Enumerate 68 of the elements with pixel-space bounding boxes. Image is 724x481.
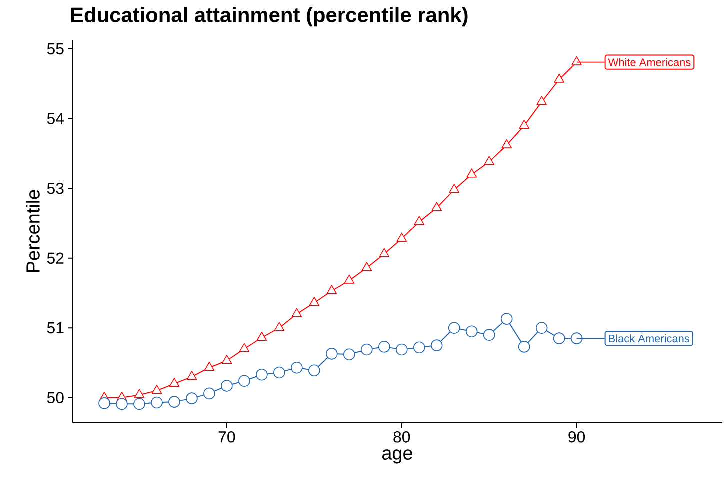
point	[396, 344, 408, 356]
point	[221, 380, 233, 392]
point	[326, 285, 338, 294]
point	[554, 74, 564, 83]
point	[483, 329, 496, 341]
point	[274, 322, 285, 332]
x-tick-label: 80	[394, 432, 410, 443]
point	[309, 297, 320, 306]
point	[308, 364, 320, 377]
x-axis-title: age	[382, 450, 412, 464]
y-tick-label: 54	[47, 113, 64, 124]
point	[466, 168, 478, 178]
point	[536, 96, 547, 106]
point	[256, 368, 268, 381]
point	[396, 232, 408, 242]
point	[134, 398, 146, 410]
point	[502, 139, 512, 148]
point	[432, 202, 442, 212]
y-tick-label: 50	[47, 392, 64, 404]
point	[98, 398, 110, 410]
point	[553, 332, 566, 344]
point	[168, 396, 180, 408]
point	[519, 120, 530, 129]
point	[134, 389, 145, 398]
point	[430, 340, 443, 352]
y-tick-label: 55	[47, 43, 64, 55]
point	[344, 274, 355, 284]
point	[413, 342, 426, 354]
y-tick-label: 52	[47, 252, 64, 264]
point	[326, 348, 338, 360]
legend-label: Black Americans	[609, 334, 690, 343]
y-tick-label: 53	[47, 182, 64, 194]
point	[239, 343, 250, 352]
point	[572, 56, 582, 66]
x-tick-label: 90	[568, 432, 586, 443]
point	[518, 341, 530, 353]
point	[186, 371, 198, 380]
point	[222, 355, 232, 364]
point	[484, 156, 495, 166]
point	[360, 344, 373, 356]
legend-label: White Americans	[608, 58, 691, 66]
point	[570, 332, 583, 344]
point	[362, 262, 372, 272]
point	[151, 396, 163, 409]
point	[116, 398, 128, 410]
point	[466, 326, 478, 338]
point	[378, 341, 390, 353]
point	[274, 366, 286, 379]
point	[449, 184, 460, 194]
point	[379, 248, 390, 258]
y-axis-title: Percentile	[26, 190, 40, 272]
point	[238, 375, 250, 388]
y-tick-label: 51	[47, 322, 64, 334]
chart-title: Educational attainment (percentile rank)	[71, 7, 468, 27]
point	[291, 362, 303, 374]
point	[414, 216, 425, 226]
point	[256, 332, 268, 342]
point	[186, 392, 198, 404]
point	[169, 378, 180, 388]
point	[536, 322, 548, 334]
x-tick-label: 70	[218, 432, 236, 443]
point	[152, 384, 162, 394]
point	[344, 348, 356, 361]
point	[204, 362, 215, 372]
point	[448, 322, 460, 334]
point	[204, 388, 216, 400]
point	[500, 313, 513, 325]
point	[292, 308, 302, 318]
